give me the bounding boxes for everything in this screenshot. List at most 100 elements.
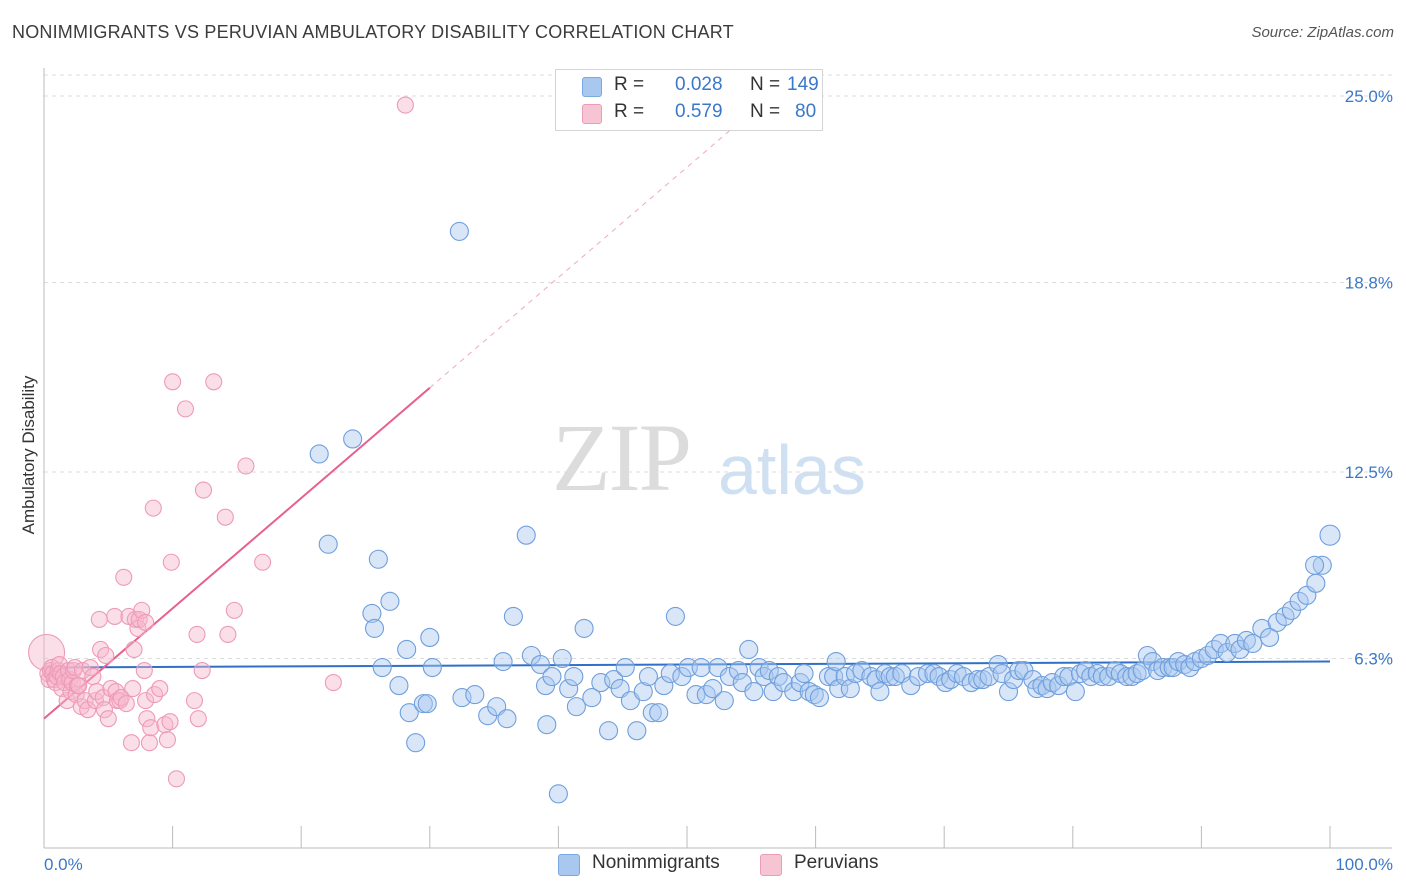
peruvians-point bbox=[140, 734, 159, 752]
nonimmigrants-point bbox=[1243, 633, 1263, 654]
peruvians-point bbox=[205, 373, 223, 391]
nonimmigrants-point bbox=[804, 685, 824, 705]
nonimmigrants-point bbox=[364, 618, 385, 638]
nonimmigrants-point bbox=[968, 670, 988, 690]
nonimmigrants-point bbox=[516, 525, 536, 545]
legend-n-label: N = bbox=[750, 101, 781, 122]
nonimmigrants-point bbox=[309, 444, 329, 464]
chart-title: NONIMMIGRANTS VS PERUVIAN AMBULATORY DIS… bbox=[12, 22, 734, 42]
peruvians-point bbox=[176, 400, 195, 418]
nonimmigrants-point bbox=[399, 703, 419, 723]
source-label: Source: ZipAtlas.com bbox=[1251, 24, 1394, 41]
bottom-legend-swatch-pink bbox=[760, 854, 782, 876]
nonimmigrants-point bbox=[318, 534, 338, 554]
peruvians-point bbox=[58, 692, 76, 710]
bottom-legend-label: Nonimmigrants bbox=[592, 852, 720, 873]
peruvians-point bbox=[193, 661, 211, 680]
peruvians-point bbox=[84, 668, 102, 686]
peruvians-point bbox=[185, 692, 204, 710]
watermark-zip: ZIP bbox=[552, 404, 692, 511]
nonimmigrants-point bbox=[417, 694, 437, 714]
nonimmigrants-point bbox=[799, 682, 819, 702]
nonimmigrants-point bbox=[389, 676, 409, 696]
nonimmigrants-points bbox=[309, 221, 1341, 804]
peruvians-point bbox=[164, 373, 182, 391]
nonimmigrants-point bbox=[1122, 667, 1142, 687]
nonimmigrants-point bbox=[861, 667, 881, 687]
nonimmigrants-point bbox=[493, 651, 513, 672]
nonimmigrants-point bbox=[992, 663, 1012, 684]
nonimmigrants-point bbox=[343, 429, 363, 449]
peruvians-point bbox=[219, 625, 237, 643]
peruvians-point bbox=[324, 674, 342, 692]
peruvians-point bbox=[137, 613, 155, 631]
peruvians-point bbox=[135, 661, 153, 680]
nonimmigrants-point bbox=[537, 715, 557, 735]
y-tick-label: 25.0% bbox=[1345, 87, 1393, 106]
nonimmigrants-point bbox=[654, 676, 674, 696]
nonimmigrants-point bbox=[465, 685, 485, 705]
legend-r-value: 0.579 bbox=[675, 101, 723, 122]
x-tick-label: 0.0% bbox=[44, 855, 83, 874]
stats-legend: R = 0.028 N = 149 R = 0.579 N = 80 bbox=[555, 69, 823, 131]
nonimmigrants-point bbox=[840, 679, 860, 699]
nonimmigrants-point bbox=[380, 591, 400, 611]
nonimmigrants-point bbox=[406, 733, 426, 753]
legend-n-label: N = bbox=[750, 74, 781, 95]
nonimmigrants-point bbox=[564, 667, 584, 687]
nonimmigrants-point bbox=[633, 682, 653, 702]
nonimmigrants-point bbox=[1312, 555, 1332, 575]
peruvians-point bbox=[158, 731, 177, 749]
nonimmigrants-point bbox=[1148, 660, 1168, 681]
peruvians-point bbox=[142, 719, 160, 737]
peruvians-point bbox=[189, 710, 207, 728]
peruvians-point bbox=[167, 770, 186, 788]
peruvians-point bbox=[151, 680, 169, 698]
nonimmigrants-point bbox=[497, 709, 517, 729]
nonimmigrants-point bbox=[503, 606, 523, 626]
peruvians-point bbox=[106, 607, 124, 625]
nonimmigrants-point bbox=[638, 667, 658, 687]
peruvians-point bbox=[237, 457, 255, 475]
legend-r-label: R = bbox=[614, 74, 645, 95]
nonimmigrants-point bbox=[1037, 679, 1057, 699]
peruvians-points bbox=[28, 96, 414, 788]
nonimmigrants-point bbox=[1076, 660, 1096, 681]
tick-labels: 6.3% 12.5% 18.8% 25.0% 0.0% 100.0% Ambulatory … bbox=[19, 87, 1393, 874]
peruvians-point bbox=[125, 640, 143, 659]
nonimmigrants-point bbox=[714, 691, 734, 711]
peruvians-point bbox=[138, 710, 156, 728]
nonimmigrants-point bbox=[1065, 682, 1085, 702]
peruvians-point bbox=[124, 680, 142, 698]
peruvians-point bbox=[144, 499, 162, 517]
nonimmigrants-point bbox=[559, 679, 579, 699]
nonimmigrants-point bbox=[1127, 663, 1147, 684]
bottom-legend-label: Peruvians bbox=[794, 852, 879, 873]
nonimmigrants-point bbox=[768, 667, 788, 687]
peruvians-point bbox=[122, 734, 140, 752]
nonimmigrants-point bbox=[1163, 657, 1183, 678]
peruvians-point bbox=[161, 713, 179, 731]
peruvians-point bbox=[137, 692, 155, 710]
nonimmigrants-point bbox=[794, 663, 814, 684]
nonimmigrants-point bbox=[880, 667, 900, 687]
y-tick-label: 12.5% bbox=[1345, 463, 1393, 482]
nonimmigrants-point bbox=[826, 651, 846, 672]
nonimmigrants-point bbox=[660, 663, 680, 684]
nonimmigrants-point bbox=[615, 657, 635, 678]
peruvians-point bbox=[70, 677, 88, 695]
nonimmigrants-point bbox=[703, 679, 723, 699]
nonimmigrants-point bbox=[574, 618, 594, 638]
nonimmigrants-point bbox=[1289, 591, 1309, 611]
nonimmigrants-point bbox=[917, 663, 938, 684]
nonimmigrants-point bbox=[809, 688, 830, 708]
nonimmigrants-point bbox=[372, 657, 392, 678]
nonimmigrants-point bbox=[422, 657, 442, 678]
x-tick-label: 100.0% bbox=[1335, 855, 1393, 874]
nonimmigrants-point bbox=[728, 660, 748, 681]
nonimmigrants-point bbox=[1305, 555, 1325, 575]
peruvians-point bbox=[99, 710, 117, 728]
legend-n-value: 80 bbox=[795, 101, 817, 122]
nonimmigrants-point bbox=[953, 667, 974, 687]
